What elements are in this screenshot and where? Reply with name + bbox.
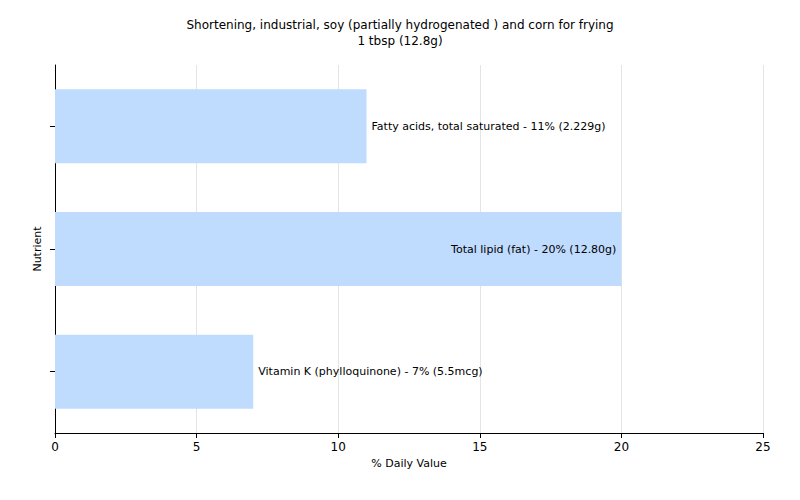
svg-text:Nutrient: Nutrient bbox=[31, 226, 44, 272]
svg-text:Total lipid (fat) - 20% (12.80: Total lipid (fat) - 20% (12.80g) bbox=[450, 243, 616, 256]
svg-text:Fatty acids, total saturated -: Fatty acids, total saturated - 11% (2.22… bbox=[372, 120, 606, 133]
svg-text:10: 10 bbox=[331, 440, 346, 454]
svg-text:% Daily Value: % Daily Value bbox=[371, 457, 447, 470]
svg-text:5: 5 bbox=[193, 440, 201, 454]
svg-text:Vitamin K (phylloquinone) - 7%: Vitamin K (phylloquinone) - 7% (5.5mcg) bbox=[258, 365, 482, 378]
svg-text:15: 15 bbox=[472, 440, 487, 454]
svg-text:25: 25 bbox=[755, 440, 770, 454]
svg-text:0: 0 bbox=[51, 440, 59, 454]
svg-text:20: 20 bbox=[614, 440, 629, 454]
svg-text:1 tbsp (12.8g): 1 tbsp (12.8g) bbox=[357, 34, 442, 48]
svg-text:Shortening, industrial, soy (p: Shortening, industrial, soy (partially h… bbox=[186, 18, 613, 32]
